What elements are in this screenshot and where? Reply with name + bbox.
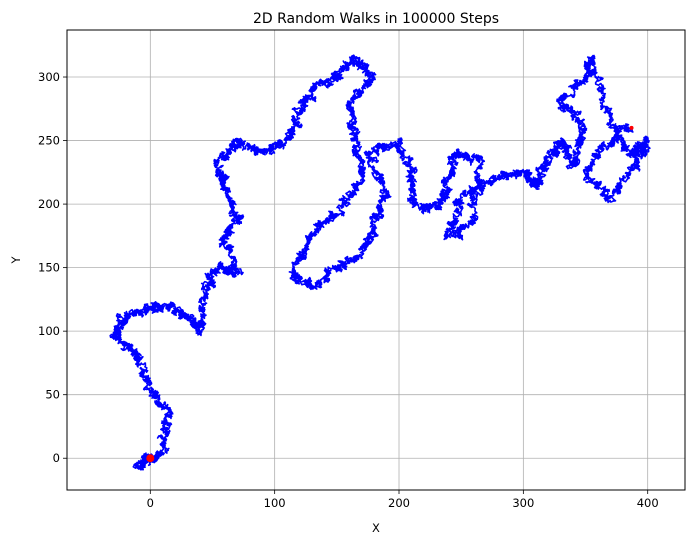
y-axis: 0 50 100 150 200 250 300: [38, 70, 67, 465]
x-axis-label: X: [372, 521, 380, 535]
x-tick-label: 100: [264, 496, 286, 510]
x-tick-label: 0: [147, 496, 154, 510]
x-tick-label: 200: [388, 496, 410, 510]
grid: [67, 30, 685, 490]
y-tick-label: 300: [38, 70, 60, 84]
y-axis-label: Y: [9, 256, 23, 265]
markers: [146, 125, 634, 463]
chart-title: 2D Random Walks in 100000 Steps: [253, 11, 499, 27]
x-tick-label: 400: [637, 496, 659, 510]
walk-series: [109, 54, 651, 471]
y-tick-label: 0: [53, 451, 60, 465]
y-tick-label: 50: [45, 388, 60, 402]
y-tick-label: 200: [38, 197, 60, 211]
y-tick-label: 250: [38, 134, 60, 148]
end-marker: [629, 125, 634, 130]
x-tick-label: 300: [512, 496, 534, 510]
walk-path: [109, 54, 651, 471]
start-marker: [146, 454, 155, 463]
y-tick-label: 150: [38, 261, 60, 275]
plot-frame: [66, 29, 686, 491]
y-tick-label: 100: [38, 324, 60, 338]
x-axis: 0 100 200 300 400: [147, 490, 659, 510]
